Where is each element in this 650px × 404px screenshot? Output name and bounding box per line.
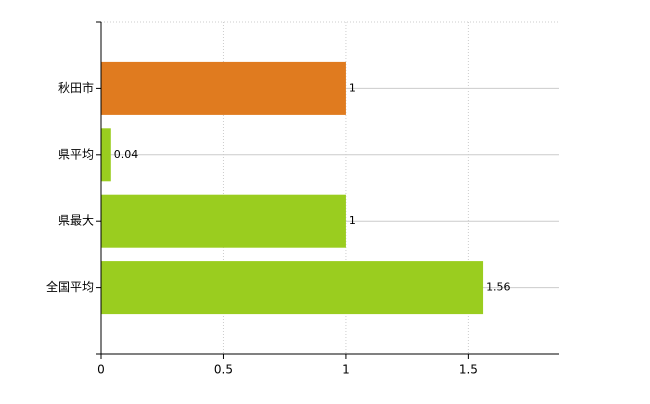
value-label: 1 [349, 81, 356, 94]
bar [101, 128, 111, 182]
bar [101, 61, 346, 115]
bar [101, 194, 346, 248]
value-label: 0.04 [114, 148, 138, 161]
value-label: 1.56 [486, 281, 511, 294]
y-tick-label: 秋田市 [58, 80, 94, 95]
x-tick-label: 1.5 [459, 363, 478, 377]
y-tick-label: 県平均 [58, 147, 94, 161]
value-label: 1 [349, 214, 356, 227]
bar [101, 261, 484, 315]
x-tick-label: 0 [97, 363, 105, 377]
x-tick-label: 0.5 [214, 363, 233, 377]
y-tick-label: 県最大 [58, 214, 94, 228]
y-tick-label: 全国平均 [46, 279, 94, 294]
x-tick-label: 1 [342, 363, 350, 377]
